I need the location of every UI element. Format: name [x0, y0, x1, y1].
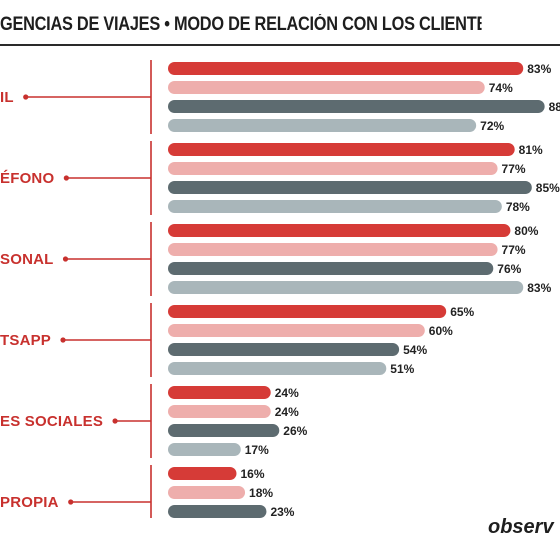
bar: [168, 143, 515, 156]
value-label: 76%: [497, 262, 521, 276]
value-label: 72%: [480, 119, 504, 133]
leader-dot: [112, 418, 118, 424]
bar: [168, 200, 502, 213]
bar: [168, 62, 524, 75]
bar: [168, 119, 477, 132]
leader-dot: [23, 94, 29, 100]
category-label: ES SOCIALES: [0, 413, 103, 430]
leader-dot: [63, 175, 69, 181]
bar: [168, 362, 387, 375]
value-label: 17%: [245, 443, 269, 457]
value-label: 23%: [270, 505, 294, 518]
bar: [168, 467, 237, 480]
category-label: ÉFONO: [0, 170, 54, 187]
bar-chart: IL 83% 74% 88% 72% ÉFONO 81% 77% 85% 78% SONAL 80% 7…: [0, 60, 560, 518]
bar: [168, 181, 532, 194]
category-label: PROPIA: [0, 494, 59, 511]
bar: [168, 262, 494, 275]
bar: [168, 343, 400, 356]
category-label: SONAL: [0, 251, 54, 268]
value-label: 24%: [275, 405, 299, 419]
leader-dot: [62, 256, 69, 262]
value-label: 88%: [549, 100, 560, 114]
value-label: 83%: [527, 281, 551, 295]
leader-dot: [68, 499, 74, 505]
value-label: 77%: [502, 243, 526, 257]
category-label: IL: [0, 89, 14, 106]
bar: [168, 505, 267, 518]
chart-title: GENCIAS DE VIAJES • MODO DE RELACIÓN CON…: [0, 14, 482, 35]
value-label: 80%: [514, 224, 538, 238]
category-label: TSAPP: [0, 332, 51, 349]
title-divider: [0, 44, 560, 46]
leader-dot: [60, 337, 66, 343]
value-label: 18%: [249, 486, 273, 500]
value-label: 24%: [275, 386, 299, 400]
bar: [168, 486, 246, 499]
value-label: 26%: [283, 424, 307, 438]
bar: [168, 424, 280, 437]
value-label: 83%: [527, 62, 551, 76]
value-label: 74%: [489, 81, 513, 95]
value-label: 16%: [240, 467, 264, 481]
bar: [168, 162, 498, 175]
bar: [168, 281, 524, 294]
bar: [168, 443, 241, 456]
bar: [168, 386, 271, 399]
bar: [168, 81, 485, 94]
value-label: 85%: [536, 181, 560, 195]
bar: [168, 324, 425, 337]
value-label: 51%: [390, 362, 414, 376]
value-label: 65%: [450, 305, 474, 319]
bar: [168, 305, 447, 318]
bar: [168, 100, 545, 113]
brand-logo-text: observ: [488, 516, 554, 538]
bar: [168, 243, 498, 256]
value-label: 78%: [506, 200, 530, 214]
bar: [168, 224, 511, 237]
value-label: 81%: [519, 143, 543, 157]
bar: [168, 405, 271, 418]
value-label: 60%: [429, 324, 453, 338]
value-label: 77%: [502, 162, 526, 176]
value-label: 54%: [403, 343, 427, 357]
